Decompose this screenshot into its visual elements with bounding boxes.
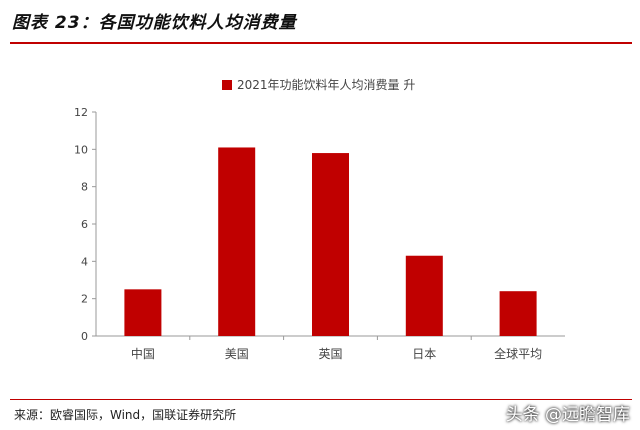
watermark: 头条 @远瞻智库 <box>505 405 630 425</box>
x-tick-label: 中国 <box>131 346 155 361</box>
y-tick-label: 2 <box>81 293 88 306</box>
x-tick-labels: 中国 美国 英国 日本 全球平均 <box>131 346 542 361</box>
y-tick-label: 0 <box>81 330 88 343</box>
chart-legend: 2021年功能饮料年人均消费量 升 <box>222 78 415 92</box>
y-tick-label: 4 <box>81 255 88 268</box>
y-tick-label: 12 <box>74 106 88 119</box>
x-tick-label: 英国 <box>318 347 342 361</box>
y-tick-label: 8 <box>81 181 88 194</box>
figure-header: 图表 23：各国功能饮料人均消费量 <box>0 0 640 48</box>
y-tick-label: 6 <box>81 218 88 231</box>
y-tick-label: 10 <box>74 143 88 156</box>
legend-swatch <box>222 80 232 90</box>
bar-1 <box>218 147 256 336</box>
y-tick-labels: 0 2 4 6 8 10 12 <box>74 106 88 343</box>
x-tick-label: 日本 <box>412 347 436 361</box>
bar-3 <box>405 255 443 336</box>
bar-2 <box>312 153 349 336</box>
title-rule <box>10 42 632 44</box>
bar-0 <box>124 289 162 336</box>
x-tick-label: 全球平均 <box>494 346 542 361</box>
legend-label: 2021年功能饮料年人均消费量 升 <box>237 78 415 92</box>
source-rule <box>10 399 632 400</box>
bar-4 <box>499 291 537 336</box>
source-note: 来源：欧睿国际，Wind，国联证券研究所 <box>14 408 237 422</box>
bar-chart: 2021年功能饮料年人均消费量 升 中国 美国 英国 日本 全球平均 0 2 4 6 8 10 12 <box>74 78 565 361</box>
chart-bars <box>124 147 537 336</box>
figure-title: 图表 23：各国功能饮料人均消费量 <box>12 13 297 33</box>
x-tick-label: 美国 <box>225 347 249 361</box>
